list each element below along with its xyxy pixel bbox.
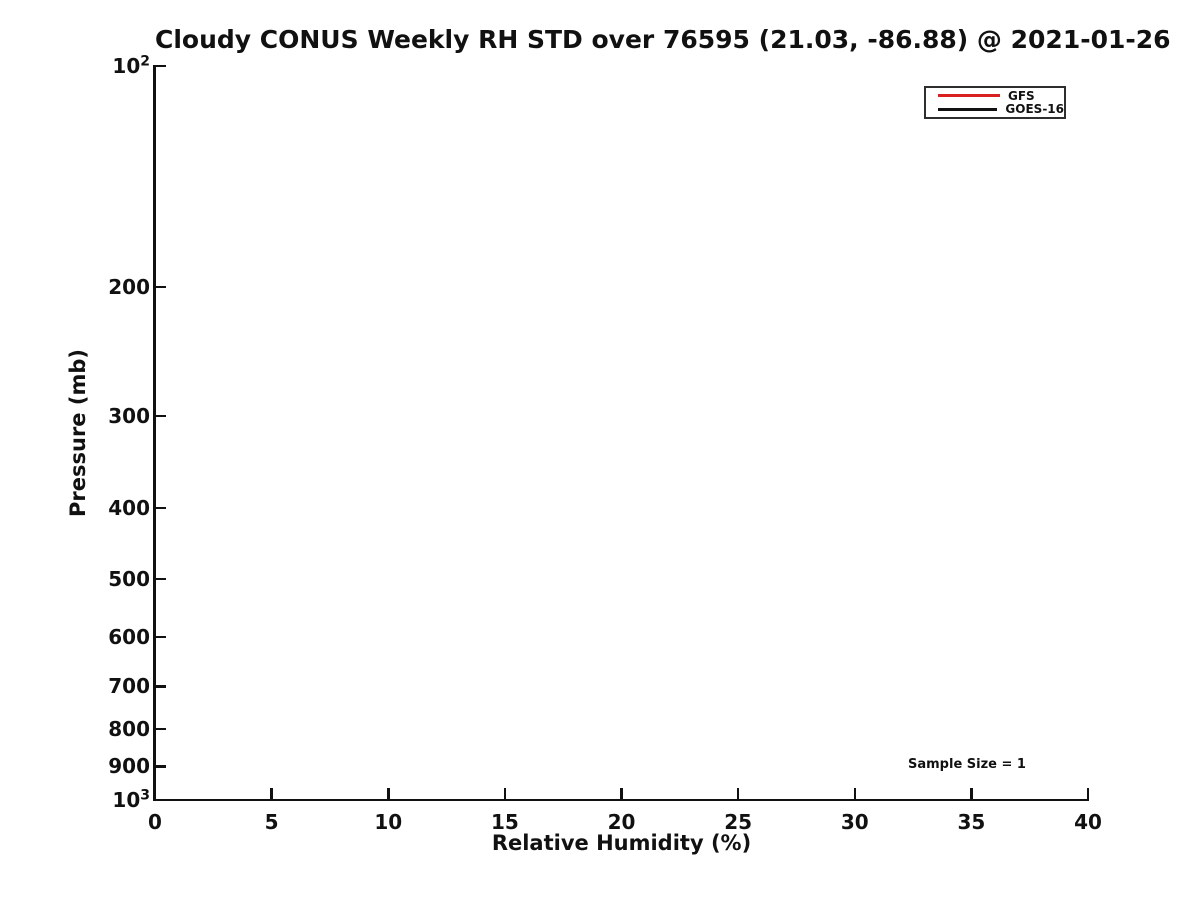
x-tick — [970, 788, 973, 799]
x-tick-label: 25 — [724, 810, 753, 834]
y-axis-spine — [153, 65, 156, 801]
x-tick-label: 40 — [1074, 810, 1102, 834]
y-tick-label: 800 — [108, 716, 150, 741]
x-tick-label: 30 — [840, 810, 869, 834]
y-tick-label: 400 — [108, 495, 150, 520]
x-tick-label: 15 — [490, 810, 519, 834]
y-tick — [155, 285, 166, 289]
chart-title: Cloudy CONUS Weekly RH STD over 76595 (2… — [155, 25, 1171, 54]
x-tick — [387, 788, 390, 799]
goes16-line-sample-icon — [938, 107, 998, 111]
y-tick — [155, 414, 166, 418]
x-tick — [503, 788, 507, 799]
y-tick-label: 200 — [108, 274, 150, 299]
x-tick-label: 20 — [607, 810, 636, 834]
y-tick — [155, 765, 166, 768]
x-tick — [736, 788, 740, 799]
x-axis-label: Relative Humidity (%) — [491, 831, 752, 855]
x-tick — [270, 788, 273, 799]
x-axis-spine — [153, 798, 1089, 801]
y-tick-label: 300 — [108, 404, 150, 429]
y-tick — [155, 727, 166, 731]
legend-item-goes16: GOES-16 — [938, 103, 1064, 115]
x-tick-label: 5 — [264, 810, 279, 834]
y-tick-label: 500 — [108, 567, 150, 592]
y-tick — [155, 798, 166, 802]
legend-label-gfs: GFS — [1008, 88, 1035, 103]
x-tick-label: 10 — [374, 810, 403, 834]
y-tick — [155, 635, 166, 639]
x-tick — [853, 788, 856, 799]
y-axis-label: Pressure (mb) — [66, 349, 90, 517]
y-tick — [155, 685, 166, 688]
y-tick-label: 700 — [108, 674, 150, 699]
y-tick-label: 102 — [112, 53, 150, 78]
x-tick — [1086, 788, 1090, 799]
y-tick-label: 103 — [112, 787, 150, 812]
legend-label-goes16: GOES-16 — [1005, 102, 1064, 117]
x-tick — [153, 788, 157, 799]
legend: GFS GOES-16 — [924, 86, 1066, 119]
sample-size-annotation: Sample Size = 1 — [908, 757, 1026, 772]
x-tick — [620, 788, 623, 799]
legend-item-gfs: GFS — [938, 90, 1064, 102]
gfs-line-sample-icon — [938, 94, 1000, 98]
y-tick — [155, 506, 166, 510]
y-tick-label: 900 — [108, 754, 150, 779]
y-tick — [155, 577, 166, 581]
x-tick-label: 0 — [148, 810, 162, 834]
y-tick-label: 600 — [108, 625, 150, 650]
x-tick-label: 35 — [957, 810, 986, 834]
y-tick — [155, 64, 166, 68]
